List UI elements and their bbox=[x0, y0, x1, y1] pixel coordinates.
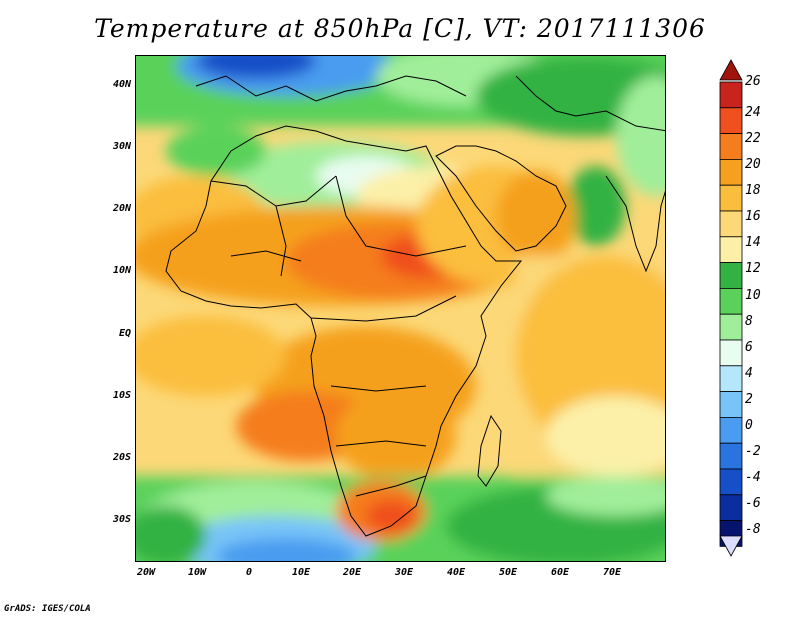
colorbar-under-arrow bbox=[719, 535, 743, 557]
lon-label: 50E bbox=[498, 567, 518, 578]
grads-credit: GrADS: IGES/COLA bbox=[4, 604, 91, 614]
colorbar-label: -8 bbox=[745, 522, 761, 537]
colorbar-label: 26 bbox=[745, 74, 761, 89]
colorbar-label: 24 bbox=[745, 105, 761, 120]
lat-label: 40N bbox=[112, 79, 131, 90]
colorbar-box bbox=[719, 442, 743, 470]
map-title: Temperature at 850hPa [C], VT: 201711130… bbox=[94, 14, 706, 43]
temperature-map bbox=[135, 55, 666, 562]
colorbar-label: 22 bbox=[745, 131, 761, 146]
colorbar-label: 14 bbox=[745, 235, 761, 250]
colorbar-label: 18 bbox=[745, 183, 761, 198]
colorbar-box bbox=[719, 107, 743, 134]
colorbar-box bbox=[719, 133, 743, 160]
colorbar-label: 20 bbox=[745, 157, 761, 172]
lat-label: 30N bbox=[112, 141, 131, 152]
colorbar-box bbox=[719, 81, 743, 109]
colorbar-box bbox=[719, 494, 743, 521]
colorbar-box bbox=[719, 159, 743, 186]
colorbar-label: 2 bbox=[745, 392, 753, 407]
lat-label: 30S bbox=[112, 514, 131, 525]
lon-label: 10E bbox=[291, 567, 311, 578]
lat-label: 20N bbox=[112, 203, 131, 214]
colorbar-box bbox=[719, 184, 743, 212]
lon-label: 30E bbox=[394, 567, 414, 578]
colorbar-label: -2 bbox=[745, 444, 761, 459]
colorbar-label: 10 bbox=[745, 288, 761, 303]
temperature-field bbox=[136, 56, 665, 561]
colorbar-label: 4 bbox=[745, 366, 753, 381]
colorbar-boxes bbox=[719, 81, 743, 547]
lon-label: 70E bbox=[602, 567, 622, 578]
colorbar-box bbox=[719, 365, 743, 392]
colorbar-box bbox=[719, 391, 743, 418]
lon-label: 10W bbox=[187, 567, 207, 578]
colorbar-label: 8 bbox=[745, 314, 753, 329]
lon-label: 20W bbox=[136, 567, 156, 578]
lon-label: 0 bbox=[245, 567, 253, 578]
colorbar-label: 12 bbox=[745, 261, 761, 276]
colorbar-label: 0 bbox=[745, 418, 753, 433]
lat-label: 10N bbox=[112, 265, 131, 276]
colorbar-box bbox=[719, 236, 743, 264]
colorbar-box bbox=[719, 313, 743, 341]
colorbar-box bbox=[719, 262, 743, 289]
colorbar bbox=[719, 59, 743, 557]
lon-label: 40E bbox=[446, 567, 466, 578]
lat-label: EQ bbox=[118, 328, 131, 339]
colorbar-label: 16 bbox=[745, 209, 761, 224]
colorbar-label: -6 bbox=[745, 496, 761, 511]
colorbar-box bbox=[719, 416, 743, 444]
colorbar-label: 6 bbox=[745, 340, 753, 355]
lon-label: 60E bbox=[550, 567, 570, 578]
colorbar-over-arrow bbox=[719, 59, 743, 81]
colorbar-box bbox=[719, 339, 743, 367]
colorbar-label: -4 bbox=[745, 470, 761, 485]
lon-label: 20E bbox=[342, 567, 362, 578]
lat-label: 20S bbox=[112, 452, 131, 463]
lat-label: 10S bbox=[112, 390, 131, 401]
colorbar-box bbox=[719, 468, 743, 496]
colorbar-box bbox=[719, 210, 743, 238]
colorbar-box bbox=[719, 287, 743, 315]
